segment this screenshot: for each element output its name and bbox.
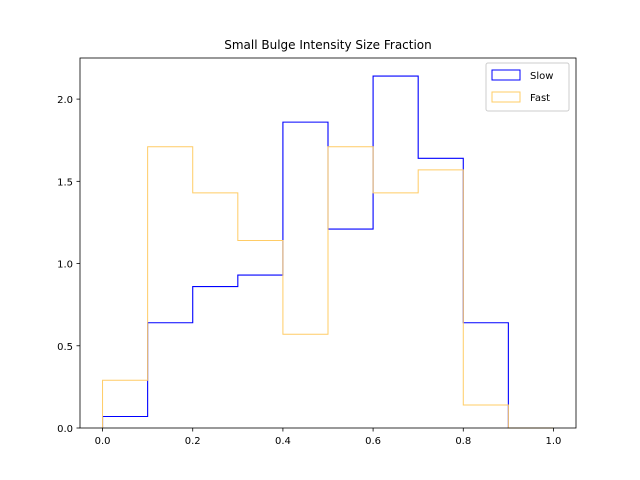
legend-label-slow: Slow [530, 71, 553, 82]
legend-swatch-fast [491, 91, 521, 103]
y-tick-label: 1.5 [57, 177, 73, 188]
y-tick-label: 2.0 [57, 95, 73, 106]
legend-frame [485, 62, 570, 112]
axes-frame [79, 57, 577, 429]
legend-label-fast: Fast [530, 93, 550, 104]
series-layer [101, 75, 554, 429]
x-tick-label: 0.4 [275, 436, 291, 447]
series-fast [102, 146, 554, 429]
axes-layer: 0.0 0.2 0.4 0.6 0.8 1.0 0.0 0.5 1.0 1.5 2.0 [57, 57, 577, 447]
x-tick-label: 0.6 [365, 436, 381, 447]
series-fast-outline [102, 146, 554, 429]
legend-swatch-slow [491, 69, 521, 81]
legend: Slow Fast [485, 62, 570, 112]
chart-title: Small Bulge Intensity Size Fraction [224, 38, 432, 52]
x-tick-label: 0.8 [455, 436, 471, 447]
y-tick-label: 0.0 [57, 424, 73, 435]
y-tick-label: 0.5 [57, 342, 73, 353]
x-tick-label: 0.0 [95, 436, 111, 447]
y-tick-label: 1.0 [57, 260, 73, 271]
x-tick-label: 1.0 [546, 436, 562, 447]
x-tick-label: 0.2 [185, 436, 201, 447]
